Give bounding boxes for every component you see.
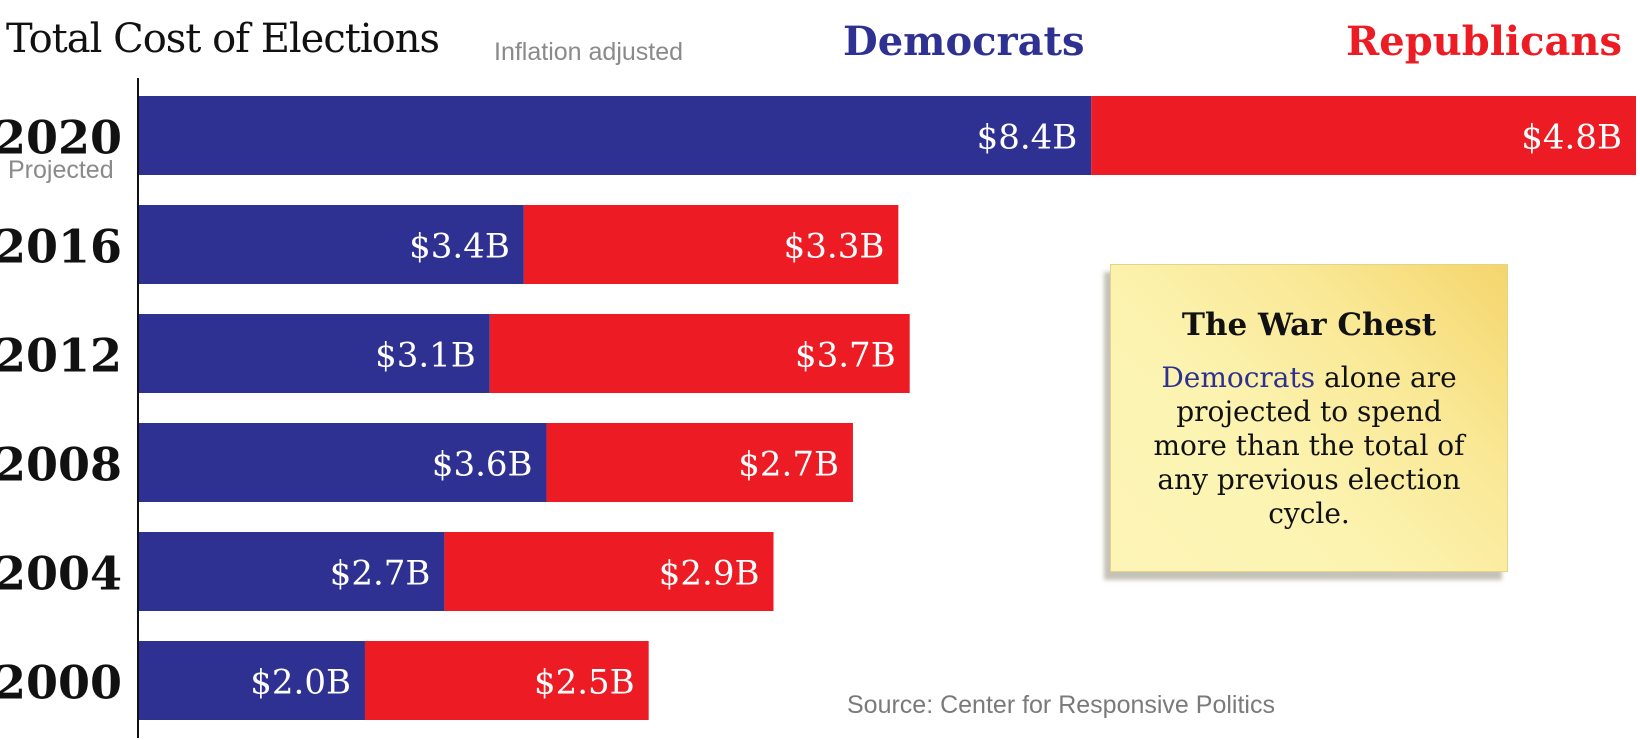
source-credit: Source: Center for Responsive Politics — [847, 691, 1275, 719]
legend-republicans: Republicans — [1346, 18, 1622, 65]
bar-republicans-2016 — [523, 205, 899, 284]
y-tick-label: 2000 — [0, 656, 122, 710]
bar-democrats-2000 — [138, 641, 365, 720]
y-tick-label: 2008 — [0, 438, 122, 492]
bar-republicans-2004 — [444, 532, 774, 611]
y-tick-label: 2020 — [0, 111, 122, 165]
bar-value-label: $3.7B — [795, 336, 896, 376]
bar-value-label: $2.5B — [534, 663, 635, 703]
bar-republicans-2020 — [1091, 96, 1636, 175]
bar-value-label: $3.1B — [375, 336, 476, 376]
bar-democrats-2008 — [138, 423, 547, 502]
y-tick-note: Projected — [8, 156, 114, 184]
bar-republicans-2012 — [489, 314, 910, 393]
bar-democrats-2012 — [138, 314, 490, 393]
sticky-note-text: alone are projected to spend more than t… — [1153, 361, 1465, 530]
bar-value-label: $3.3B — [784, 227, 885, 267]
legend-democrats: Democrats — [843, 18, 1085, 65]
chart-subtitle: Inflation adjusted — [494, 38, 684, 66]
bar-republicans-2000 — [364, 641, 649, 720]
sticky-note: The War Chest Democrats alone are projec… — [1110, 264, 1508, 572]
y-tick-label: 2012 — [0, 329, 122, 383]
bar-value-label: $3.4B — [409, 227, 510, 267]
sticky-note-body: Democrats alone are projected to spend m… — [1139, 361, 1479, 531]
bar-democrats-2004 — [138, 532, 445, 611]
bar-democrats-2020 — [138, 96, 1092, 175]
y-tick-label: 2016 — [0, 220, 122, 274]
chart-title: Total Cost of Elections — [6, 16, 440, 62]
bar-republicans-2008 — [546, 423, 853, 502]
sticky-note-highlight: Democrats — [1161, 361, 1316, 394]
bar-value-label: $2.9B — [659, 554, 760, 594]
bar-value-label: $2.7B — [738, 445, 839, 485]
bar-value-label: $3.6B — [432, 445, 533, 485]
bar-value-label: $4.8B — [1521, 118, 1622, 158]
bar-value-label: $2.7B — [330, 554, 431, 594]
sticky-note-title: The War Chest — [1181, 307, 1437, 343]
bar-democrats-2016 — [138, 205, 524, 284]
bar-value-label: $2.0B — [250, 663, 351, 703]
bar-value-label: $8.4B — [977, 118, 1078, 158]
y-tick-label: 2004 — [0, 547, 122, 601]
